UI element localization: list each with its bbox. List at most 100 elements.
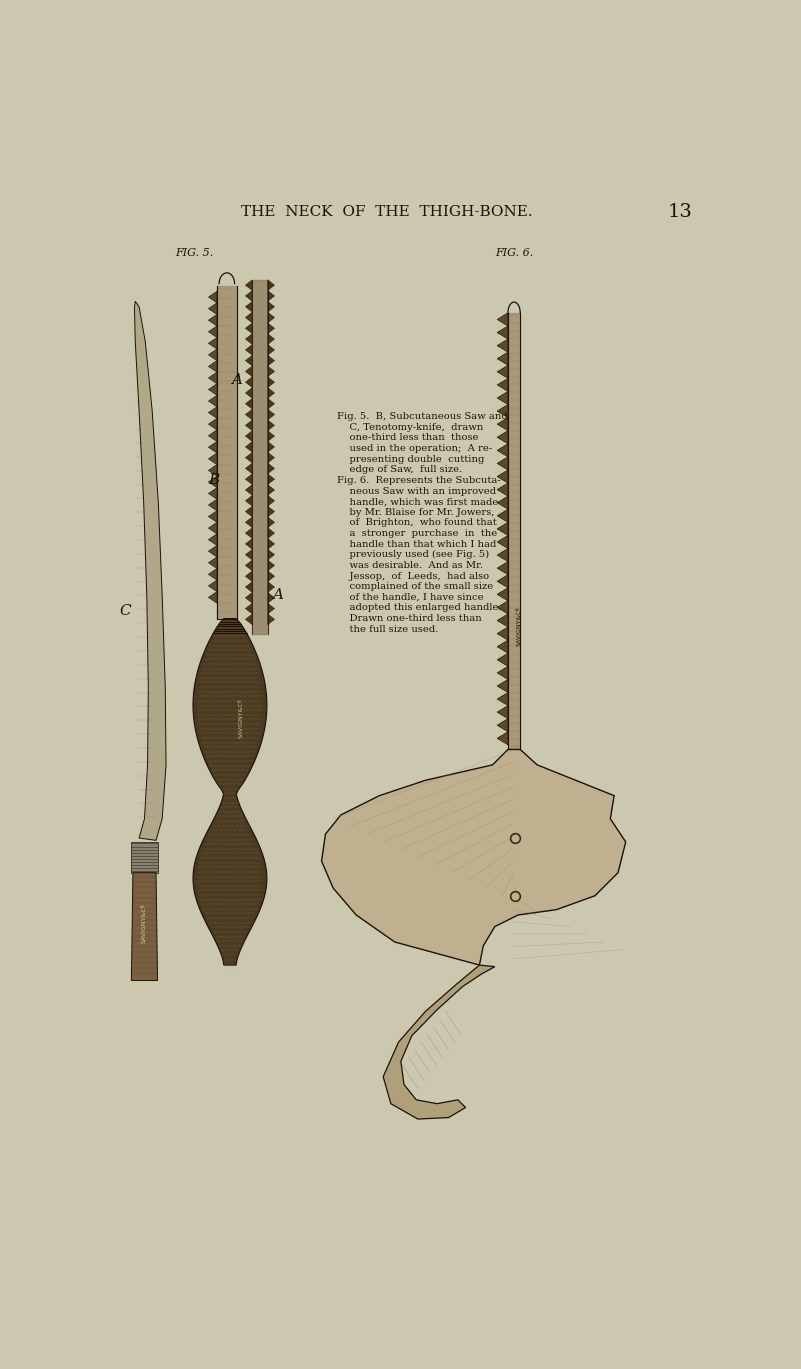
Text: C: C (119, 604, 131, 617)
Polygon shape (208, 511, 217, 523)
Polygon shape (268, 366, 275, 376)
Polygon shape (383, 965, 495, 1118)
Polygon shape (208, 292, 217, 303)
Polygon shape (268, 323, 275, 334)
Polygon shape (208, 441, 217, 453)
Polygon shape (245, 517, 252, 527)
Polygon shape (245, 527, 252, 538)
Polygon shape (268, 582, 275, 593)
Polygon shape (245, 549, 252, 560)
Polygon shape (245, 452, 252, 463)
Polygon shape (268, 279, 275, 290)
Polygon shape (208, 419, 217, 430)
Polygon shape (245, 279, 252, 290)
Polygon shape (245, 409, 252, 420)
Polygon shape (245, 441, 252, 452)
Text: SAVIGNY&Cº: SAVIGNY&Cº (239, 698, 244, 738)
Polygon shape (245, 323, 252, 334)
Polygon shape (268, 345, 275, 355)
Text: FIG. 6.: FIG. 6. (495, 248, 533, 257)
Polygon shape (245, 290, 252, 301)
Polygon shape (497, 392, 508, 404)
Polygon shape (497, 340, 508, 352)
Text: of the handle, I have since: of the handle, I have since (337, 593, 484, 602)
Polygon shape (208, 464, 217, 476)
Polygon shape (131, 872, 158, 980)
Polygon shape (497, 509, 508, 523)
Polygon shape (245, 398, 252, 409)
Polygon shape (245, 571, 252, 582)
Polygon shape (245, 560, 252, 571)
Polygon shape (268, 496, 275, 507)
Polygon shape (497, 679, 508, 693)
Polygon shape (208, 360, 217, 372)
Polygon shape (245, 312, 252, 323)
Polygon shape (497, 641, 508, 653)
Polygon shape (268, 613, 275, 624)
Polygon shape (497, 693, 508, 705)
Polygon shape (208, 534, 217, 545)
Text: SAVIGNY&Cº: SAVIGNY&Cº (142, 904, 147, 942)
Text: Jessop,  of  Leeds,  had also: Jessop, of Leeds, had also (337, 572, 489, 580)
Polygon shape (497, 352, 508, 366)
Polygon shape (497, 431, 508, 444)
Polygon shape (268, 387, 275, 398)
Polygon shape (208, 523, 217, 534)
Polygon shape (208, 545, 217, 557)
Polygon shape (245, 301, 252, 312)
Polygon shape (208, 568, 217, 580)
Polygon shape (268, 571, 275, 582)
Text: C, Tenotomy-knife,  drawn: C, Tenotomy-knife, drawn (337, 423, 483, 431)
Polygon shape (208, 383, 217, 396)
Text: neous Saw with an improved: neous Saw with an improved (337, 486, 496, 496)
Polygon shape (497, 483, 508, 496)
Polygon shape (268, 409, 275, 420)
Polygon shape (268, 441, 275, 452)
Polygon shape (268, 312, 275, 323)
Polygon shape (268, 593, 275, 604)
Polygon shape (208, 557, 217, 568)
Polygon shape (135, 301, 166, 841)
Polygon shape (497, 561, 508, 575)
Polygon shape (131, 842, 159, 872)
Text: A: A (231, 372, 243, 387)
Text: 13: 13 (667, 203, 692, 220)
Text: handle than that which I had: handle than that which I had (337, 539, 497, 549)
Text: adopted this enlarged handle.: adopted this enlarged handle. (337, 604, 501, 612)
Polygon shape (268, 485, 275, 496)
Text: B: B (208, 472, 219, 487)
Polygon shape (208, 372, 217, 383)
Polygon shape (245, 376, 252, 387)
Polygon shape (245, 463, 252, 474)
Polygon shape (268, 474, 275, 485)
Polygon shape (497, 496, 508, 509)
Polygon shape (268, 452, 275, 463)
Polygon shape (245, 420, 252, 431)
Polygon shape (268, 431, 275, 441)
Polygon shape (268, 376, 275, 387)
Polygon shape (321, 749, 626, 965)
Polygon shape (268, 290, 275, 301)
Text: by Mr. Blaise for Mr. Jowers,: by Mr. Blaise for Mr. Jowers, (337, 508, 494, 517)
Polygon shape (245, 355, 252, 366)
Polygon shape (193, 619, 267, 965)
Text: presenting double  cutting: presenting double cutting (337, 455, 485, 464)
Polygon shape (268, 398, 275, 409)
Polygon shape (245, 431, 252, 441)
Polygon shape (208, 476, 217, 487)
Text: Fig. 6.  Represents the Subcuta-: Fig. 6. Represents the Subcuta- (337, 476, 501, 485)
Polygon shape (208, 338, 217, 349)
Polygon shape (268, 355, 275, 366)
Polygon shape (245, 593, 252, 604)
Polygon shape (497, 575, 508, 587)
Polygon shape (497, 653, 508, 667)
Text: THE  NECK  OF  THE  THIGH-BONE.: THE NECK OF THE THIGH-BONE. (241, 205, 533, 219)
Polygon shape (208, 591, 217, 604)
Polygon shape (497, 457, 508, 470)
Polygon shape (245, 474, 252, 485)
Polygon shape (245, 538, 252, 549)
Polygon shape (268, 538, 275, 549)
Text: FIG. 5.: FIG. 5. (175, 248, 214, 257)
Text: Drawn one-third less than: Drawn one-third less than (337, 615, 481, 623)
Text: was desirable.  And as Mr.: was desirable. And as Mr. (337, 561, 483, 570)
